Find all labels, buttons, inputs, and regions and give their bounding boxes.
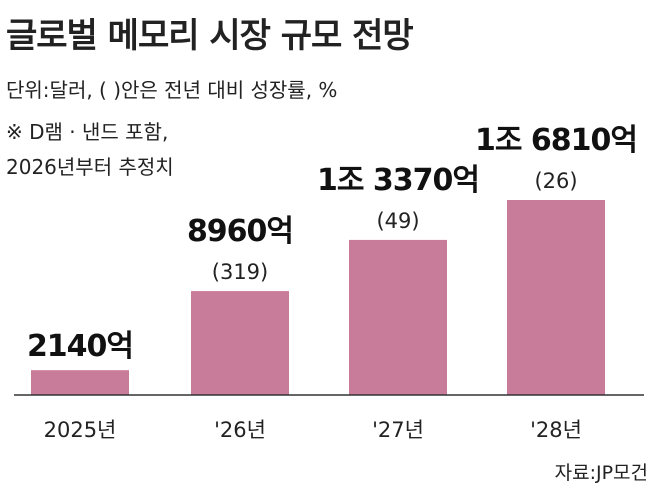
growth-label: (319) xyxy=(212,260,268,284)
value-label: 1조 6810억 xyxy=(475,123,637,158)
value-label: 8960억 xyxy=(187,214,293,249)
chart-title: 글로벌 메모리 시장 규모 전망 xyxy=(6,16,414,56)
bar xyxy=(349,239,447,395)
x-tick-label: '26년 xyxy=(214,418,266,442)
x-tick-label: 2025년 xyxy=(44,418,117,442)
growth-label: (26) xyxy=(534,169,577,193)
x-tick-label: '28년 xyxy=(530,418,582,442)
bar xyxy=(191,291,289,395)
bar xyxy=(31,370,129,395)
value-label: 2140억 xyxy=(27,329,133,364)
unit-note: 단위:달러, ( )안은 전년 대비 성장률, % xyxy=(6,78,338,102)
bar xyxy=(507,200,605,395)
x-tick-label: '27년 xyxy=(372,418,424,442)
footnote: ※ D램 · 낸드 포함, 2026년부터 추정치 xyxy=(6,120,174,179)
source-label: 자료:JP모건 xyxy=(554,462,648,484)
growth-label: (49) xyxy=(376,209,419,233)
value-label: 1조 3370억 xyxy=(317,163,479,198)
